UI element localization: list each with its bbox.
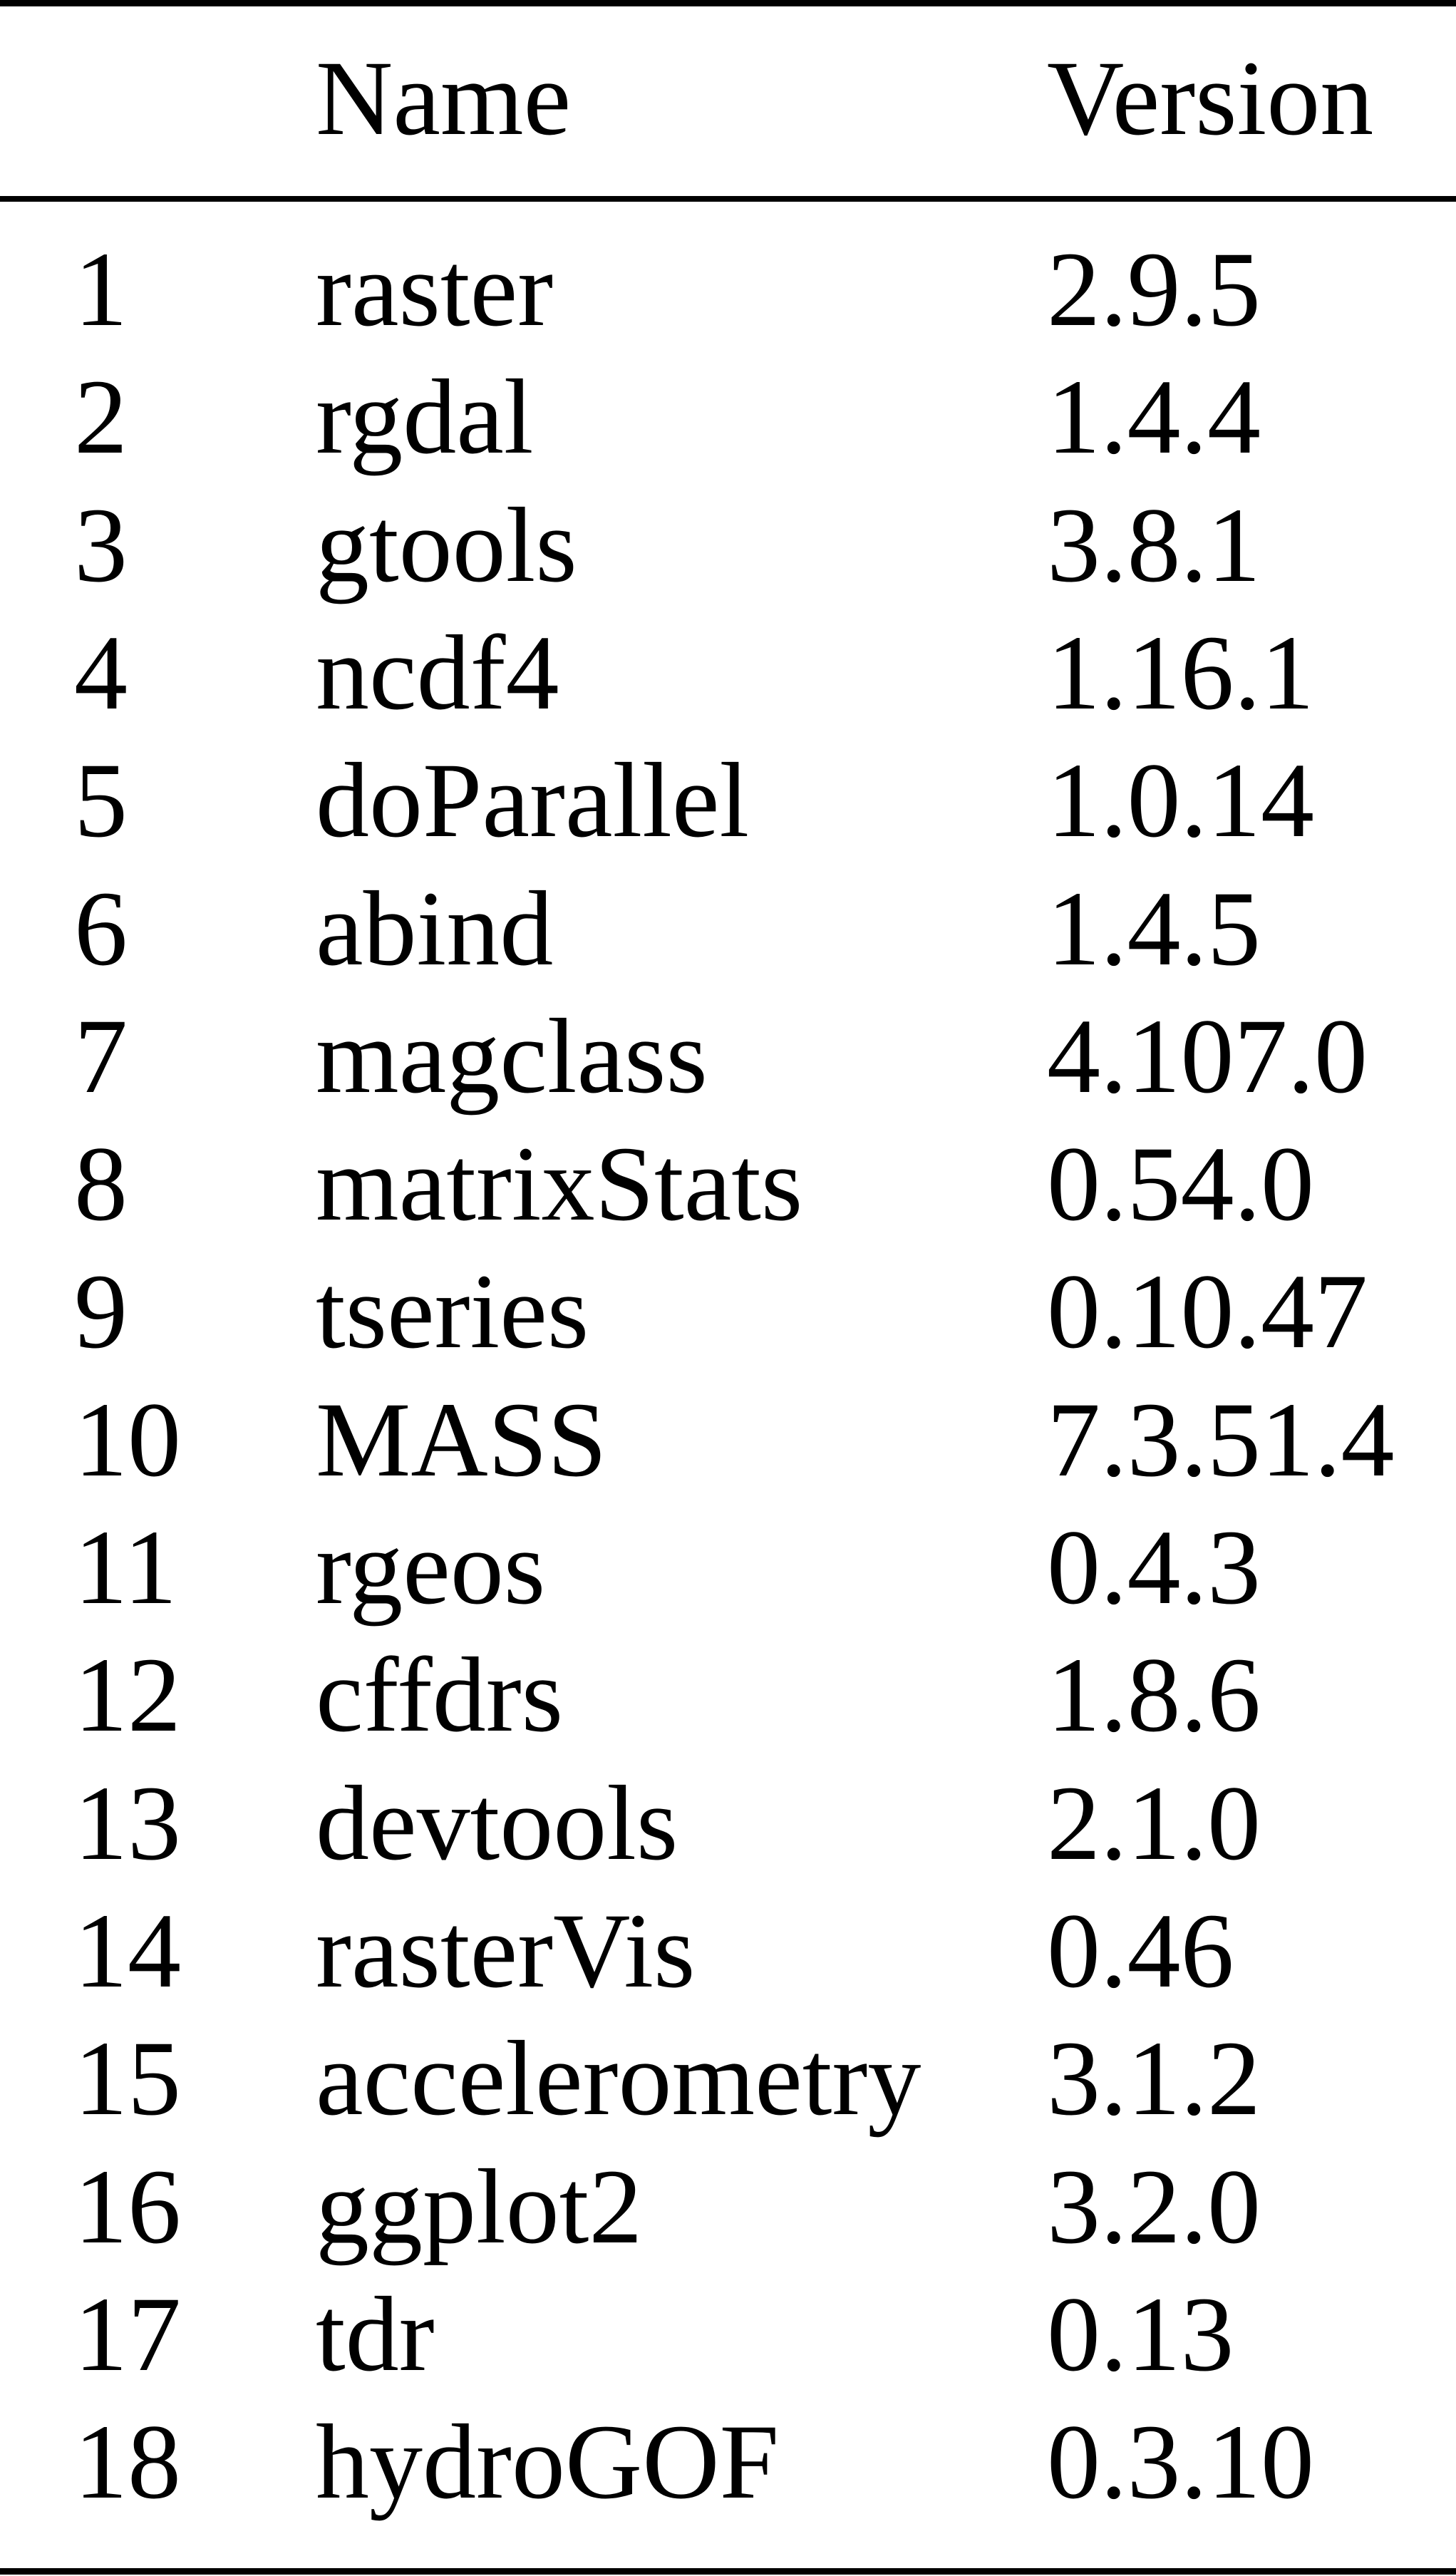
row-index: 11 [74, 1508, 177, 1627]
header-version: Version [1047, 39, 1374, 158]
row-index: 5 [74, 741, 128, 860]
row-index: 10 [74, 1380, 181, 1499]
top-rule [0, 0, 1456, 6]
package-version: 1.16.1 [1047, 613, 1314, 732]
package-name: rgdal [316, 358, 534, 477]
package-version: 0.3.10 [1047, 2403, 1314, 2522]
package-version: 3.1.2 [1047, 2019, 1261, 2138]
package-name: tseries [316, 1252, 589, 1371]
package-version: 0.4.3 [1047, 1508, 1261, 1627]
package-name: rgeos [316, 1508, 546, 1627]
row-index: 14 [74, 1891, 181, 2010]
row-index: 1 [74, 230, 128, 349]
package-name: rasterVis [316, 1891, 696, 2010]
package-version: 3.8.1 [1047, 485, 1261, 604]
package-name: accelerometry [316, 2019, 921, 2138]
row-index: 6 [74, 869, 128, 988]
package-version: 2.1.0 [1047, 1763, 1261, 1882]
package-name: devtools [316, 1763, 678, 1882]
row-index: 13 [74, 1763, 181, 1882]
package-version: 1.4.4 [1047, 358, 1261, 477]
package-name: matrixStats [316, 1125, 803, 1244]
package-name: gtools [316, 485, 577, 604]
header-name: Name [316, 39, 572, 158]
row-index: 9 [74, 1252, 128, 1371]
package-name: magclass [316, 996, 708, 1116]
package-version: 0.54.0 [1047, 1125, 1314, 1244]
mid-rule [0, 196, 1456, 202]
package-name: ggplot2 [316, 2147, 643, 2266]
package-version: 0.46 [1047, 1891, 1234, 2010]
bottom-rule [0, 2568, 1456, 2575]
package-version: 0.13 [1047, 2274, 1234, 2394]
package-version: 1.4.5 [1047, 869, 1261, 988]
package-name: cffdrs [316, 1636, 564, 1755]
package-name: tdr [316, 2274, 435, 2394]
package-name: abind [316, 869, 554, 988]
package-version: 1.0.14 [1047, 741, 1314, 860]
package-version: 0.10.47 [1047, 1252, 1368, 1371]
row-index: 7 [74, 996, 128, 1116]
package-name: hydroGOF [316, 2403, 780, 2522]
package-version: 4.107.0 [1047, 996, 1368, 1116]
row-index: 12 [74, 1636, 181, 1755]
row-index: 16 [74, 2147, 181, 2266]
package-name: doParallel [316, 741, 750, 860]
package-name: MASS [316, 1380, 607, 1499]
package-version: 3.2.0 [1047, 2147, 1261, 2266]
row-index: 8 [74, 1125, 128, 1244]
row-index: 3 [74, 485, 128, 604]
row-index: 15 [74, 2019, 181, 2138]
package-name: raster [316, 230, 554, 349]
package-version: 1.8.6 [1047, 1636, 1261, 1755]
row-index: 17 [74, 2274, 181, 2394]
row-index: 4 [74, 613, 128, 732]
package-name: ncdf4 [316, 613, 559, 732]
row-index: 18 [74, 2403, 181, 2522]
package-version: 7.3.51.4 [1047, 1380, 1395, 1499]
package-version: 2.9.5 [1047, 230, 1261, 349]
row-index: 2 [74, 358, 128, 477]
